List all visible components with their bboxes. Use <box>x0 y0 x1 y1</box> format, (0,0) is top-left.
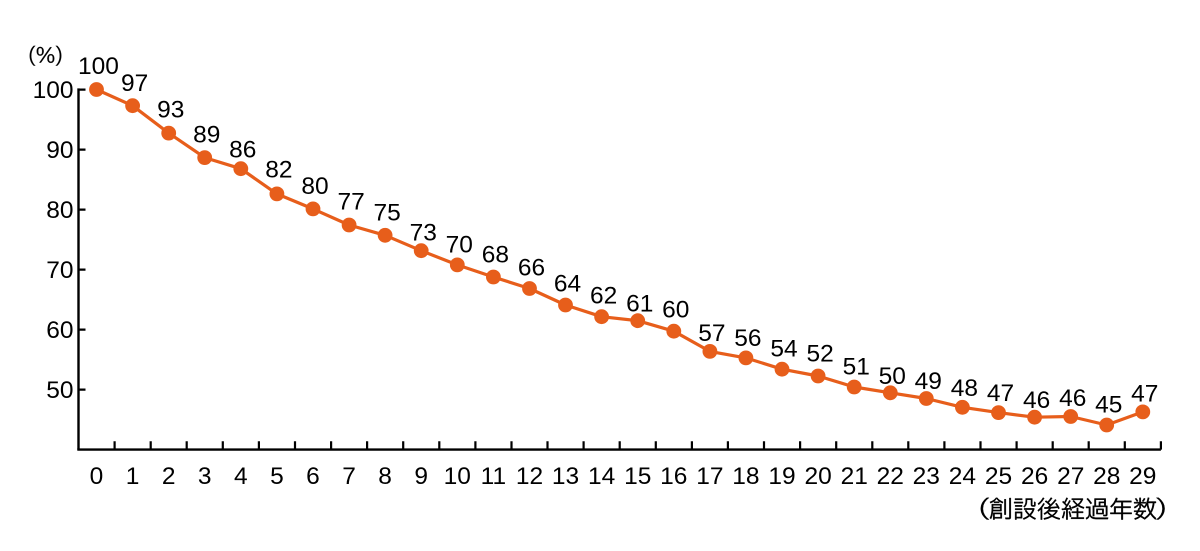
svg-text:45: 45 <box>1095 391 1122 418</box>
svg-text:80: 80 <box>301 173 328 200</box>
svg-text:48: 48 <box>951 375 978 402</box>
svg-text:21: 21 <box>841 463 868 490</box>
svg-text:1: 1 <box>126 463 140 490</box>
svg-text:66: 66 <box>518 254 545 281</box>
svg-text:12: 12 <box>516 463 543 490</box>
svg-text:75: 75 <box>373 200 400 227</box>
svg-text:90: 90 <box>46 137 73 164</box>
svg-text:18: 18 <box>732 463 759 490</box>
svg-text:10: 10 <box>444 463 471 490</box>
svg-text:3: 3 <box>198 463 212 490</box>
svg-text:8: 8 <box>378 463 392 490</box>
svg-text:70: 70 <box>446 232 473 259</box>
svg-text:5: 5 <box>270 463 284 490</box>
svg-text:47: 47 <box>1131 381 1158 408</box>
svg-text:100: 100 <box>33 77 74 104</box>
svg-text:77: 77 <box>337 189 364 216</box>
svg-text:68: 68 <box>482 241 509 268</box>
svg-text:80: 80 <box>46 197 73 224</box>
svg-text:61: 61 <box>626 290 653 317</box>
svg-text:60: 60 <box>46 317 73 344</box>
svg-text:20: 20 <box>804 463 831 490</box>
svg-text:6: 6 <box>306 463 320 490</box>
svg-text:47: 47 <box>987 380 1014 407</box>
svg-text:51: 51 <box>843 354 870 381</box>
svg-text:7: 7 <box>342 463 356 490</box>
svg-text:26: 26 <box>1021 463 1048 490</box>
svg-text:13: 13 <box>552 463 579 490</box>
svg-text:0: 0 <box>90 463 104 490</box>
svg-text:25: 25 <box>985 463 1012 490</box>
svg-text:27: 27 <box>1057 463 1084 490</box>
svg-text:15: 15 <box>624 463 651 490</box>
svg-text:52: 52 <box>806 340 833 367</box>
svg-text:17: 17 <box>696 463 723 490</box>
svg-text:64: 64 <box>554 271 581 298</box>
svg-text:50: 50 <box>879 363 906 390</box>
svg-text:73: 73 <box>410 220 437 247</box>
svg-text:11: 11 <box>481 463 506 490</box>
svg-text:82: 82 <box>265 156 292 183</box>
svg-text:49: 49 <box>915 368 942 395</box>
svg-text:4: 4 <box>234 463 248 490</box>
svg-text:24: 24 <box>949 463 976 490</box>
svg-text:60: 60 <box>662 297 689 324</box>
svg-text:14: 14 <box>588 463 615 490</box>
svg-text:2: 2 <box>162 463 176 490</box>
svg-text:46: 46 <box>1059 385 1086 412</box>
svg-text:70: 70 <box>46 257 73 284</box>
svg-text:100: 100 <box>78 53 119 80</box>
svg-text:62: 62 <box>590 283 617 310</box>
svg-text:54: 54 <box>770 335 797 362</box>
svg-text:57: 57 <box>698 320 725 347</box>
svg-text:19: 19 <box>768 463 795 490</box>
svg-text:89: 89 <box>193 122 220 149</box>
svg-text:46: 46 <box>1023 387 1050 414</box>
svg-text:86: 86 <box>229 137 256 164</box>
svg-text:29: 29 <box>1129 463 1156 490</box>
svg-text:9: 9 <box>414 463 428 490</box>
svg-text:16: 16 <box>660 463 687 490</box>
svg-text:22: 22 <box>877 463 904 490</box>
svg-text:28: 28 <box>1093 463 1120 490</box>
svg-text:97: 97 <box>121 70 148 97</box>
svg-text:23: 23 <box>913 463 940 490</box>
svg-text:56: 56 <box>734 325 761 352</box>
svg-text:93: 93 <box>157 97 184 124</box>
svg-text:50: 50 <box>46 377 73 404</box>
